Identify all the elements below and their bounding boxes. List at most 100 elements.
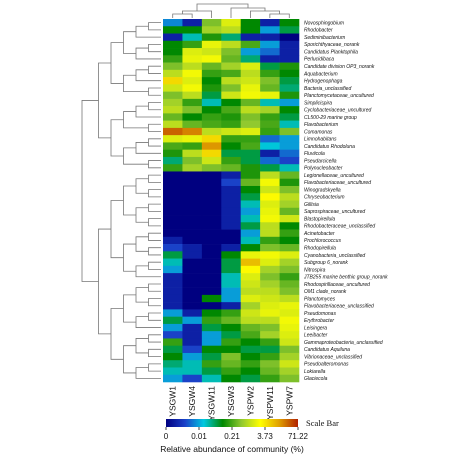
heatmap-cell xyxy=(163,91,183,100)
genus-label: Erythrobacter xyxy=(304,318,334,324)
heatmap-cell xyxy=(221,120,242,129)
heatmap-cell xyxy=(240,171,261,180)
heatmap-cell xyxy=(182,69,203,78)
heatmap-cell xyxy=(163,236,183,245)
heatmap-cell xyxy=(182,316,203,325)
heatmap-cell xyxy=(260,106,280,114)
heatmap-cell xyxy=(260,215,280,223)
heatmap-cell xyxy=(182,215,203,223)
genus-label: Cyclobacteriaceae_uncultured xyxy=(304,108,371,114)
heatmap-cell xyxy=(279,62,300,71)
heatmap-cell xyxy=(182,84,203,92)
heatmap-cell xyxy=(240,323,261,332)
heatmap-cell xyxy=(279,156,300,165)
heatmap-cell xyxy=(221,142,242,150)
genus-label: OM1 clade_norank xyxy=(304,289,347,295)
heatmap-cell xyxy=(279,367,300,376)
heatmap-cell xyxy=(201,236,222,245)
heatmap-cell xyxy=(260,331,280,339)
heatmap-cell xyxy=(182,120,203,129)
genus-label: Rhodobacteraceae_unclassified xyxy=(304,224,375,230)
heatmap-cell xyxy=(182,62,203,71)
heatmap-cell xyxy=(163,294,183,303)
heatmap-cell xyxy=(260,338,280,346)
heatmap-cell xyxy=(221,302,242,310)
heatmap-cell xyxy=(260,280,280,288)
heatmap-cell xyxy=(163,215,183,223)
heatmap-cell xyxy=(163,345,183,354)
heatmap-cell xyxy=(260,33,280,42)
heatmap-cell xyxy=(163,142,183,150)
heatmap-cell xyxy=(163,84,183,92)
scale-tick-label: 3.73 xyxy=(257,432,273,441)
genus-labels: Novosphingobium RhodobacterSediminibacter… xyxy=(303,20,388,382)
heatmap-cell xyxy=(182,222,203,230)
heatmap-cell xyxy=(279,164,300,172)
heatmap-cell xyxy=(240,309,261,317)
heatmap-cell xyxy=(201,62,222,71)
heatmap-cell xyxy=(240,287,261,296)
heatmap-cell xyxy=(182,156,203,165)
genus-label: Polynucleobacter xyxy=(304,166,343,172)
heatmap-cell xyxy=(240,207,261,216)
heatmap-cell xyxy=(182,323,203,332)
heatmap-cell xyxy=(182,360,203,368)
heatmap-cell xyxy=(182,287,203,296)
heatmap-cell xyxy=(260,258,280,267)
heatmap-cell xyxy=(279,113,300,121)
heatmap-cell xyxy=(240,48,261,56)
heatmap-cell xyxy=(221,33,242,42)
heatmap-cell xyxy=(221,62,242,71)
heatmap-cell xyxy=(221,200,242,209)
heatmap-cell xyxy=(240,258,261,267)
heatmap-cell xyxy=(240,222,261,230)
heatmap-cell xyxy=(201,265,222,274)
heatmap-cell xyxy=(201,367,222,376)
heatmap-cell xyxy=(279,287,300,296)
heatmap-cell xyxy=(279,236,300,245)
genus-label: Cyanobacteria_unclassified xyxy=(304,253,365,259)
heatmap-cell xyxy=(163,323,183,332)
genus-label: Flavobacteriaceae_unclassified xyxy=(304,304,374,310)
heatmap-cell xyxy=(260,323,280,332)
genus-label: Bacteria_unclassified xyxy=(304,86,351,92)
heatmap-cell xyxy=(221,360,242,368)
genus-label: Candidate division OP3_norank xyxy=(304,64,375,70)
heatmap-cell xyxy=(240,374,261,383)
heatmap-cell xyxy=(240,69,261,78)
sample-label: YSGW11 xyxy=(207,386,217,421)
heatmap-cell xyxy=(279,33,300,42)
heatmap-cell xyxy=(182,185,203,194)
heatmap-cell xyxy=(240,40,261,49)
heatmap-cell xyxy=(163,302,183,310)
heatmap-cell xyxy=(279,251,300,259)
heatmap-cell xyxy=(221,193,242,201)
color-scale-title: Relative abundance of community (%) xyxy=(160,444,304,454)
heatmap-cell xyxy=(163,287,183,296)
heatmap-cell xyxy=(240,77,261,85)
heatmap-cell xyxy=(163,62,183,71)
heatmap-cell xyxy=(260,156,280,165)
heatmap-cell xyxy=(240,91,261,100)
genus-label: Novosphingobium xyxy=(304,20,344,26)
heatmap-cell xyxy=(201,323,222,332)
heatmap-cell xyxy=(240,156,261,165)
sample-label: YSGW1 xyxy=(168,386,178,417)
genus-label: Lokiarella xyxy=(304,369,326,375)
genus-label: Gammaproteobacteria_unclassified xyxy=(304,340,383,346)
heatmap-cell xyxy=(260,185,280,194)
heatmap-cell xyxy=(221,338,242,346)
heatmap-cell xyxy=(240,120,261,129)
heatmap-cell xyxy=(240,113,261,121)
heatmap-cell xyxy=(201,156,222,165)
heatmap-cell xyxy=(260,236,280,245)
genus-label: Leeibacter xyxy=(304,333,328,339)
heatmap-cell xyxy=(182,40,203,49)
heatmap-cell xyxy=(201,273,222,281)
genus-label: CL500-29 marine group xyxy=(304,115,357,121)
heatmap-cell xyxy=(201,127,222,136)
genus-label: Winogradskyella xyxy=(304,187,341,193)
heatmap-cell xyxy=(163,374,183,383)
heatmap-cell xyxy=(201,48,222,56)
